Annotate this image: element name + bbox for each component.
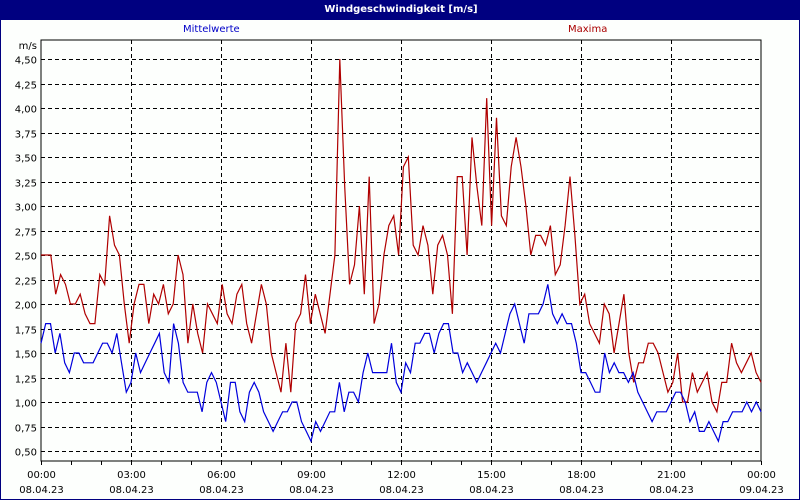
chart-title: Windgeschwindigkeit [m/s] — [1, 0, 800, 20]
legend-max: Maxima — [568, 24, 608, 35]
x-tick-date: 08.04.23 — [469, 485, 514, 496]
y-tick-label: 4,00 — [15, 105, 37, 116]
series-line-maxima — [41, 58, 762, 414]
x-tick-time: 06:00 — [207, 470, 236, 481]
series-line-mittelwerte — [40, 284, 762, 443]
y-tick-label: 3,25 — [15, 179, 37, 190]
x-tick-date: 08.04.23 — [559, 485, 604, 496]
x-tick-time: 21:00 — [657, 470, 686, 481]
y-tick-label: 2,75 — [15, 228, 37, 239]
x-tick-time: 03:00 — [117, 470, 146, 481]
x-tick-time: 09:00 — [297, 470, 326, 481]
y-tick-label: 3,50 — [15, 154, 37, 165]
y-tick-label: 2,00 — [15, 301, 37, 312]
x-tick-date: 08.04.23 — [199, 485, 244, 496]
y-tick-label: 4,50 — [15, 56, 37, 67]
y-axis-unit: m/s — [19, 41, 37, 52]
x-tick-date: 09.04.23 — [739, 485, 784, 496]
y-tick-label: 1,50 — [15, 350, 37, 361]
x-tick-time: 12:00 — [387, 470, 416, 481]
y-tick-label: 3,75 — [15, 130, 37, 141]
x-tick-date: 08.04.23 — [289, 485, 334, 496]
x-tick-date: 08.04.23 — [109, 485, 154, 496]
x-tick-time: 00:00 — [747, 470, 776, 481]
x-tick-date: 08.04.23 — [19, 485, 64, 496]
x-tick-date: 08.04.23 — [379, 485, 424, 496]
y-tick-label: 2,25 — [15, 277, 37, 288]
y-tick-label: 0,50 — [15, 448, 37, 459]
y-tick-label: 3,00 — [15, 203, 37, 214]
y-tick-label: 2,50 — [15, 252, 37, 263]
x-tick-date: 08.04.23 — [649, 485, 694, 496]
x-tick-time: 18:00 — [567, 470, 596, 481]
y-tick-label: 1,75 — [15, 326, 37, 337]
y-tick-label: 1,00 — [15, 399, 37, 410]
x-tick-time: 15:00 — [477, 470, 506, 481]
y-tick-label: 0,75 — [15, 424, 37, 435]
x-tick-time: 00:00 — [27, 470, 56, 481]
y-tick-label: 4,25 — [15, 81, 37, 92]
y-tick-label: 1,25 — [15, 375, 37, 386]
legend-mean: Mittelwerte — [183, 24, 240, 35]
